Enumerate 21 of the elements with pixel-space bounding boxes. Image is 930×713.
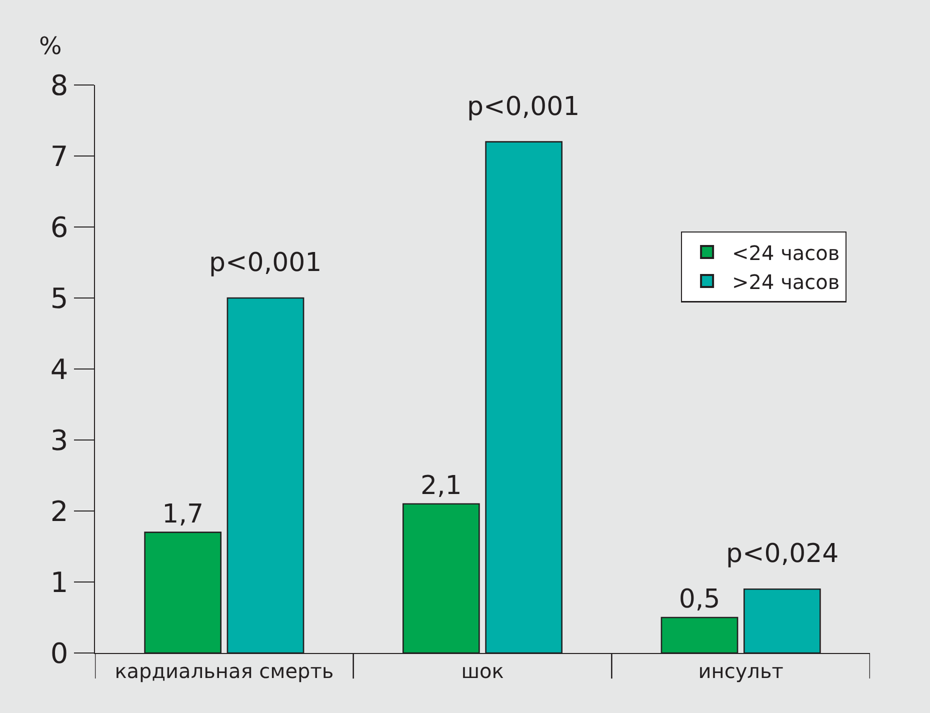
legend-label: >24 часов bbox=[732, 270, 840, 294]
data-label: 2,1 bbox=[420, 470, 462, 501]
y-tick-label: 8 bbox=[50, 68, 68, 102]
y-tick-label: 1 bbox=[50, 566, 68, 599]
x-tick-label: кардиальная смерть bbox=[114, 659, 334, 684]
data-label: 0,5 bbox=[678, 584, 720, 614]
y-tick-label: 4 bbox=[50, 352, 68, 386]
annotation: p<0,001 bbox=[467, 92, 580, 122]
y-tick-label: 6 bbox=[50, 210, 68, 244]
x-tick-label: инсульт bbox=[698, 659, 784, 684]
annotation: p<0,001 bbox=[209, 248, 322, 278]
y-tick-label: 0 bbox=[50, 636, 68, 670]
x-tick-label: шок bbox=[461, 659, 504, 684]
legend-label: <24 часов bbox=[732, 240, 840, 265]
y-tick-label: 5 bbox=[50, 282, 68, 315]
y-tick-label: 7 bbox=[50, 140, 68, 173]
data-label: 1,7 bbox=[162, 499, 204, 530]
y-tick-label: 2 bbox=[50, 494, 68, 528]
annotation: p<0,024 bbox=[726, 539, 839, 569]
y-tick-label: 3 bbox=[50, 424, 68, 457]
y-axis-title: % bbox=[39, 32, 62, 60]
